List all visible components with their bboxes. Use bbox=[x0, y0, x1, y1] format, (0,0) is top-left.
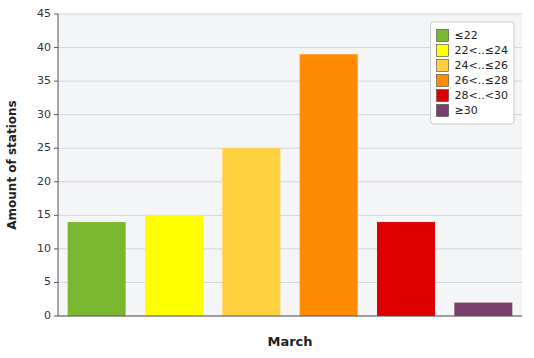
legend-swatch bbox=[437, 60, 449, 72]
tick-label: 25 bbox=[37, 141, 51, 154]
tick-mark bbox=[54, 181, 58, 182]
legend-label: 24<..≤26 bbox=[455, 59, 508, 72]
legend-label: ≤22 bbox=[455, 29, 478, 42]
tick-mark bbox=[54, 248, 58, 249]
tick-label: 5 bbox=[44, 275, 51, 288]
y-axis-label: Amount of stations bbox=[5, 100, 19, 229]
tick-label: 30 bbox=[37, 108, 51, 121]
legend-label: 22<..≤24 bbox=[455, 44, 508, 57]
tick-mark bbox=[54, 14, 58, 15]
grid-line bbox=[58, 282, 522, 283]
chart-container: 0 5 10 15 20 25 30 35 40 45 ≤22: 14 22<..≤24: 15 24<… bbox=[0, 0, 534, 358]
tick-mark bbox=[54, 215, 58, 216]
tick-label: 0 bbox=[44, 309, 51, 322]
legend-label: 26<..≤28 bbox=[455, 74, 508, 87]
tick-label: 20 bbox=[37, 175, 51, 188]
tick-mark bbox=[54, 47, 58, 48]
tick-mark bbox=[54, 114, 58, 115]
grid-line bbox=[58, 148, 522, 149]
x-axis-label: March bbox=[267, 334, 312, 349]
x-axis-line bbox=[58, 316, 522, 317]
grid-line bbox=[58, 14, 522, 15]
tick-mark bbox=[54, 282, 58, 283]
tick-label: 35 bbox=[37, 74, 51, 87]
bar: 22<..≤24: 15 bbox=[145, 215, 203, 316]
legend: ≤22 22<..≤24 24<..≤26 26<..≤28 28<..<30 ≥30 bbox=[431, 22, 514, 124]
bar: ≤22: 14 bbox=[68, 222, 126, 316]
y-axis-line bbox=[58, 14, 59, 316]
legend-swatch bbox=[437, 30, 449, 42]
plot-background bbox=[58, 14, 522, 316]
tick-mark bbox=[54, 148, 58, 149]
legend-swatch bbox=[437, 45, 449, 57]
grid bbox=[58, 14, 522, 316]
chart-svg: 0 5 10 15 20 25 30 35 40 45 ≤22: 14 22<..≤24: 15 24<… bbox=[0, 0, 534, 358]
tick-mark bbox=[54, 316, 58, 317]
legend-swatch bbox=[437, 105, 449, 117]
tick-mark bbox=[54, 81, 58, 82]
legend-swatch bbox=[437, 75, 449, 87]
bar: 24<..≤26: 25 bbox=[222, 148, 280, 316]
tick-label: 45 bbox=[37, 7, 51, 20]
bar: 26<..≤28: 39 bbox=[300, 54, 358, 316]
bars: ≤22: 14 22<..≤24: 15 24<..≤26: 25 26<..≤28:… bbox=[68, 54, 513, 316]
y-axis: 0 5 10 15 20 25 30 35 40 45 bbox=[37, 7, 58, 322]
bar: 28<..<30: 14 bbox=[377, 222, 435, 316]
legend-label: 28<..<30 bbox=[455, 89, 508, 102]
legend-box bbox=[431, 22, 514, 124]
tick-label: 40 bbox=[37, 41, 51, 54]
grid-line bbox=[58, 248, 522, 249]
grid-line bbox=[58, 316, 522, 317]
bar: ≥30: 2 bbox=[454, 303, 512, 316]
tick-label: 15 bbox=[37, 208, 51, 221]
legend-swatch bbox=[437, 90, 449, 102]
grid-line bbox=[58, 181, 522, 182]
grid-line bbox=[58, 215, 522, 216]
tick-label: 10 bbox=[37, 242, 51, 255]
legend-label: ≥30 bbox=[455, 104, 478, 117]
